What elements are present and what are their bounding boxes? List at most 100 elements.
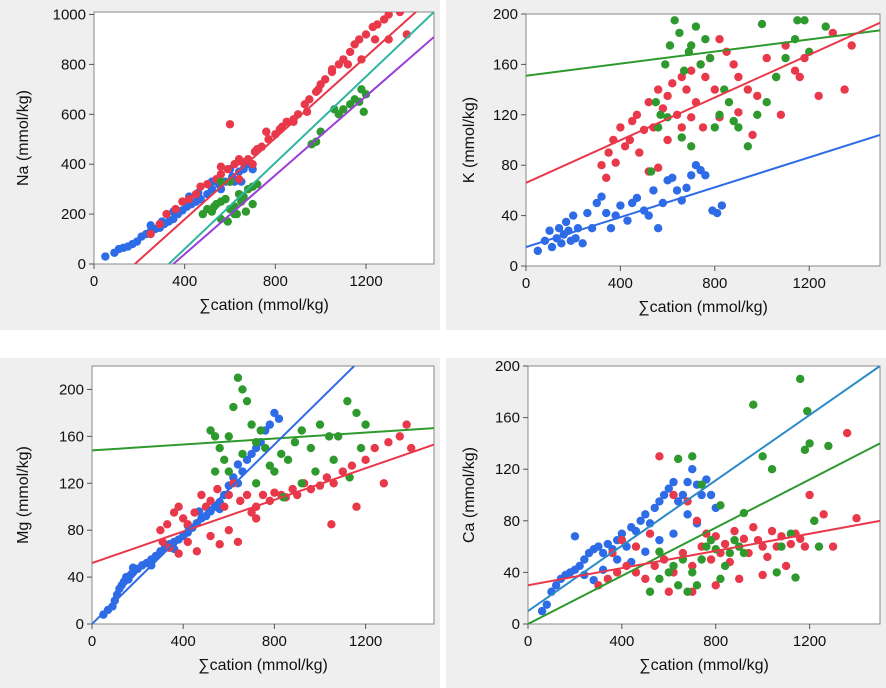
data-point-green [656, 110, 665, 120]
data-point-red [668, 79, 677, 88]
data-point-red [790, 66, 800, 75]
data-point-red [734, 108, 743, 117]
data-point-blue [697, 490, 706, 500]
data-point-green [247, 420, 256, 429]
data-point-blue [616, 201, 625, 210]
data-point-red [749, 523, 758, 532]
data-point-green [290, 438, 300, 447]
chart-mg: 0 400 800 1200 0 40 80 120 160 200 ∑cation (mmol/k… [15, 365, 435, 674]
data-point-red [236, 496, 245, 506]
data-point-blue [673, 497, 683, 506]
data-point-green [821, 22, 830, 31]
x-tick-label: 400 [608, 275, 633, 292]
data-point-blue [650, 503, 659, 513]
data-point-green [673, 454, 683, 464]
data-point-blue [649, 186, 658, 195]
data-point-red [183, 537, 192, 547]
x-tick-label: 400 [171, 633, 196, 650]
data-point-green [688, 568, 697, 577]
data-point-red [650, 561, 659, 571]
data-point-green [701, 35, 710, 44]
data-point-red [781, 561, 791, 571]
data-point-red [800, 542, 810, 551]
x-axis-label: ∑cation (mmol/kg) [198, 657, 328, 674]
data-point-green [777, 542, 786, 551]
y-tick-label: 120 [59, 475, 84, 492]
x-tick-label: 400 [172, 273, 197, 290]
data-point-blue [687, 171, 696, 180]
data-point-blue [571, 234, 580, 243]
data-point-red [687, 66, 696, 75]
data-point-green [814, 542, 824, 551]
data-point-red [663, 135, 672, 145]
data-point-blue [542, 600, 551, 609]
data-point-red [828, 28, 837, 38]
data-point-blue [653, 224, 663, 233]
x-tick-label: 400 [609, 633, 634, 650]
y-axis-label: Na (mmol/kg) [15, 90, 32, 186]
data-point-blue [580, 555, 589, 564]
data-point-green [762, 98, 771, 107]
data-point-red [730, 526, 739, 536]
chart-panel-na: 0 400 800 1200 0 200 400 600 800 1000 ∑cation (mmo… [0, 0, 440, 330]
data-point-green [297, 479, 306, 488]
data-point-red [379, 479, 389, 488]
data-point-green [343, 396, 352, 406]
data-point-red [407, 443, 416, 453]
data-point-green [229, 402, 238, 412]
data-point-green [673, 581, 683, 590]
data-point-green [655, 574, 664, 584]
data-point-blue [561, 217, 571, 227]
y-tick-label: 120 [495, 461, 520, 478]
data-point-green [283, 455, 293, 465]
data-point-blue [632, 193, 642, 203]
data-point-green [679, 66, 689, 75]
data-point-green [270, 467, 279, 476]
data-point-red [321, 75, 330, 84]
data-point-blue [602, 208, 611, 218]
chart-panel-ca: 0 400 800 1200 0 40 80 120 160 200 ∑cation (mmol/k… [446, 358, 886, 688]
x-tick-label: 1200 [793, 275, 826, 292]
data-point-red [720, 539, 730, 549]
data-point-red [242, 490, 252, 500]
y-tick-label: 200 [61, 206, 86, 223]
data-point-blue [592, 198, 601, 208]
data-point-green [224, 467, 233, 476]
data-point-red [329, 479, 338, 488]
data-point-blue [664, 484, 673, 493]
data-point-red [248, 159, 257, 169]
data-point-red [840, 85, 849, 94]
data-point-red [179, 514, 188, 523]
x-tick-label: 1200 [349, 273, 382, 290]
data-point-red [597, 161, 606, 170]
data-point-red [753, 91, 762, 101]
data-point-blue [146, 221, 155, 230]
data-point-red [355, 35, 364, 44]
data-point-green [781, 53, 790, 63]
data-point-red [852, 514, 861, 523]
data-point-red [688, 561, 697, 571]
y-tick-label: 800 [61, 56, 86, 73]
fit-line-blue [92, 366, 355, 624]
data-point-green [224, 432, 233, 441]
data-point-green [651, 98, 660, 107]
data-point-red [190, 508, 199, 517]
data-point-red [215, 540, 224, 549]
data-point-red [178, 197, 187, 206]
data-point-blue [551, 581, 561, 590]
data-point-green [256, 426, 265, 435]
data-point-green [210, 432, 220, 441]
data-point-green [758, 452, 767, 461]
y-tick-label: 120 [493, 107, 518, 124]
data-point-red [192, 547, 202, 556]
data-point-red [314, 85, 323, 94]
data-point-red [352, 502, 361, 511]
data-point-blue [612, 555, 622, 564]
data-point-red [628, 116, 637, 126]
plot-content [101, 12, 434, 264]
data-point-green [670, 16, 679, 25]
y-tick-label: 200 [493, 6, 518, 23]
data-point-red [763, 552, 772, 562]
data-point-red [225, 120, 235, 129]
data-point-blue [644, 211, 653, 220]
